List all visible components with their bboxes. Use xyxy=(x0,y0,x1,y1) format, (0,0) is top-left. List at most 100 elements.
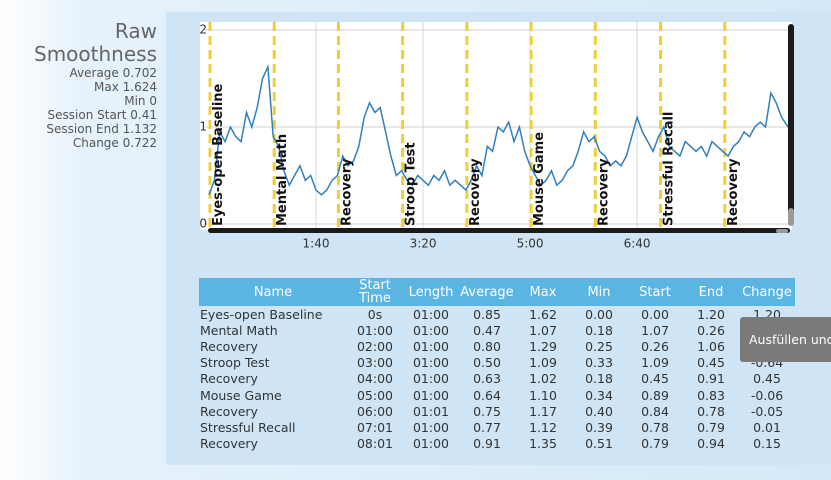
table-cell: Mental Math xyxy=(200,322,278,338)
table-cell: 01:00 xyxy=(412,419,450,435)
table-cell: 0.00 xyxy=(641,306,669,322)
y-tick-label: 1 xyxy=(199,120,207,134)
table-cell: Stressful Recall xyxy=(200,419,296,435)
table-row: Recovery 06:00 01:01 0.75 1.17 0.40 0.84 0.78 -0… xyxy=(199,403,795,419)
stat-value: 0.41 xyxy=(130,108,157,122)
column-header: Length xyxy=(403,278,459,306)
stat-value: 1.132 xyxy=(122,122,157,136)
event-label: Stroop Test xyxy=(404,142,419,226)
table-cell: 1.29 xyxy=(529,338,557,354)
table-row: Recovery02:0001:000.801.290.250.261.060.… xyxy=(199,338,795,354)
table-cell: 01:00 xyxy=(412,355,450,371)
scrollbar-v-end xyxy=(788,208,794,226)
stat-label: Average xyxy=(69,66,119,80)
table-cell: -0.06 xyxy=(750,387,784,403)
signal-line xyxy=(208,63,789,196)
stats-title: Raw Smoothness xyxy=(34,19,157,66)
table-cell: 0.89 xyxy=(641,387,669,403)
table-cell: Mouse Game xyxy=(200,387,282,403)
stat-value: 1.624 xyxy=(122,80,157,94)
column-header: Average xyxy=(459,278,515,306)
table-cell: -0.05 xyxy=(750,403,784,419)
table-cell: 0.26 xyxy=(697,322,725,338)
table-cell: 08:01 xyxy=(356,436,394,452)
table-cell: 0.91 xyxy=(473,436,501,452)
table-cell: 0.47 xyxy=(473,322,501,338)
table-cell: 0.64 xyxy=(473,387,501,403)
table-cell: 0.63 xyxy=(473,371,501,387)
table-cell: 01:00 xyxy=(412,371,450,387)
table-cell: 01:00 xyxy=(412,306,450,322)
column-header: Change xyxy=(739,278,795,306)
stat-label: Min xyxy=(124,94,146,108)
table-cell: 1.10 xyxy=(529,387,557,403)
table-cell: 0.45 xyxy=(753,371,781,387)
table-cell: Eyes-open Baseline xyxy=(200,306,323,322)
stats-panel: Raw Smoothness Average 0.702 Max 1.624 Min… xyxy=(10,19,157,151)
column-header: Min xyxy=(571,278,627,306)
table-cell: 05:00 xyxy=(356,387,394,403)
table-cell: 0s xyxy=(367,306,383,322)
table-cell: 1.09 xyxy=(641,355,669,371)
table-cell: 0.79 xyxy=(697,419,725,435)
table-cell: 0.39 xyxy=(585,419,613,435)
table-cell: 01:00 xyxy=(356,322,394,338)
stat-label: Change xyxy=(72,136,119,150)
x-tick-label: 3:20 xyxy=(410,237,437,251)
stat-value: 0.702 xyxy=(122,66,157,80)
table-cell: 1.07 xyxy=(529,322,557,338)
table-cell: 1.17 xyxy=(529,403,557,419)
table-cell: 01:00 xyxy=(412,338,450,354)
table-cell: 0.18 xyxy=(585,322,613,338)
table-cell: 0.78 xyxy=(641,419,669,435)
y-tick-label: 2 xyxy=(199,23,207,37)
table-cell: 02:00 xyxy=(356,338,394,354)
column-header: End xyxy=(683,278,739,306)
table-cell: 0.79 xyxy=(641,436,669,452)
table-row: Eyes-open Baseline 0s 01:00 0.85 1.62 0.00 0.0… xyxy=(199,306,795,322)
table-cell: 0.18 xyxy=(585,371,613,387)
table-cell: 0.78 xyxy=(697,403,725,419)
table-cell: 01:00 xyxy=(412,322,450,338)
scrollbar-v xyxy=(788,24,794,220)
column-header: Max xyxy=(515,278,571,306)
y-tick-label: 0 xyxy=(199,217,207,231)
table-cell: Recovery xyxy=(200,371,258,387)
column-header: Start xyxy=(627,278,683,306)
table-row: Stroop Test 03:00 01:00 0.50 1.09 0.33 1.09 0.4… xyxy=(199,355,795,371)
tooltip: Ausfüllen und xyxy=(740,317,831,362)
stat-label: Session Start xyxy=(47,108,127,122)
table-cell: 1.09 xyxy=(529,355,557,371)
event-label: Stressful Recall xyxy=(662,112,677,226)
x-tick-label: 6:40 xyxy=(624,237,651,251)
table-cell: 03:00 xyxy=(356,355,394,371)
stat-item: Session End 1.132 xyxy=(10,122,157,136)
plot-area xyxy=(200,22,792,230)
table-cell: 0.34 xyxy=(585,387,613,403)
stat-item: Min 0 xyxy=(10,94,157,108)
stat-item: Change 0.722 xyxy=(10,136,157,150)
table-cell: 0.33 xyxy=(585,355,613,371)
table-cell: Stroop Test xyxy=(200,355,270,371)
table-cell: 0.91 xyxy=(697,371,725,387)
table-cell: 1.35 xyxy=(529,436,557,452)
event-label: Mouse Game xyxy=(532,132,547,226)
x-tick-label: 5:00 xyxy=(517,237,544,251)
table-cell: 0.77 xyxy=(473,419,501,435)
x-tick-label: 1:40 xyxy=(303,237,330,251)
table-row: Mental Math 01:00 01:00 0.47 1.07 0.18 1.07 0.2… xyxy=(199,322,795,338)
table-cell: 0.75 xyxy=(473,403,501,419)
table-cell: 0.45 xyxy=(697,355,725,371)
table-cell: 1.62 xyxy=(529,306,557,322)
table-cell: 1.12 xyxy=(529,419,557,435)
table-cell: 07:01 xyxy=(356,419,394,435)
table-cell: Recovery xyxy=(200,436,258,452)
table-row: Recovery 08:01 01:00 0.91 1.35 0.51 0.79 0.94 0.… xyxy=(199,436,795,452)
stat-item: Max 1.624 xyxy=(10,80,157,94)
table-cell: 0.00 xyxy=(585,306,613,322)
table-cell: 01:00 xyxy=(412,387,450,403)
table-cell: 01:01 xyxy=(412,403,450,419)
table-cell: 0.85 xyxy=(473,306,501,322)
segment-table: Name Start Time Length Average Max Min Start En… xyxy=(199,278,795,452)
event-label: Mental Math xyxy=(275,134,290,226)
